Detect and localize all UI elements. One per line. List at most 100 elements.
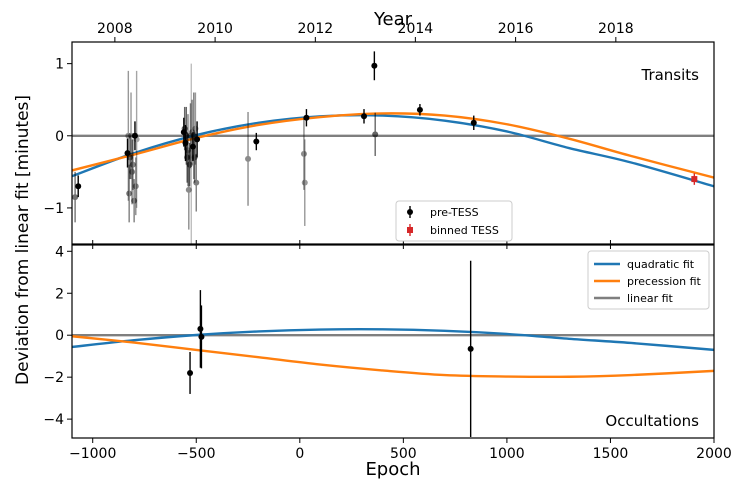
bot-y-tick-label: 2 [55,286,64,302]
pre-tess-point [303,109,310,127]
pre-tess-marker [131,132,138,139]
pre-tess-marker [129,168,136,175]
transits-panel: −1 0 1 2008 2010 2012 2014 2016 2018 Year Trans… [43,9,715,245]
epoch-tick-label: 0 [295,446,304,462]
top-quadratic-fit-curve [72,113,714,188]
pre-tess-marker [132,183,139,190]
epoch-tick-label: 1000 [489,446,525,462]
y-axis-label: Deviation from linear fit [minutes] [13,95,33,385]
tess-marker [691,176,698,183]
pre-tess-marker [470,119,477,126]
bot-y-tick-label: 0 [55,328,64,344]
occultation-marker [187,369,194,376]
occultations-fit-lines [72,328,714,379]
legend-pre-tess-label: pre-TESS [430,206,479,219]
transits-legend-box [395,200,513,242]
occultation-point [467,260,474,437]
top-y-tick-label: −1 [43,201,64,217]
tess-point [691,173,698,185]
pre-tess-marker [193,179,200,186]
pre-tess-marker [303,114,310,121]
pre-tess-point [245,111,252,206]
legend-pre-tess-dot [407,209,413,215]
transits-points [72,51,698,244]
occultation-point [198,305,205,369]
year-tick-label: 2016 [498,21,534,37]
top-y-tick-label: 1 [55,57,64,73]
occultation-marker [198,333,205,340]
pre-tess-point [371,51,378,81]
occultation-marker [197,325,204,332]
transits-panel-title: Transits [640,66,699,84]
occultation-point [187,351,194,394]
occultations-points [187,260,474,437]
x-axis-label: Epoch [365,459,420,480]
top-precession-fit-curve [72,112,714,179]
top-y-tick-label: 0 [55,129,64,145]
pre-tess-point [416,104,423,116]
legend-linear-label: linear fit [627,292,674,305]
transits-fit-lines [72,112,714,188]
bot-precession-fit-curve [72,335,714,379]
year-tick-label: 2010 [197,21,233,37]
pre-tess-marker [185,186,192,193]
fits-legend-box [587,250,710,310]
pre-tess-marker [126,190,133,197]
epoch-tick-label: −500 [177,446,215,462]
legend-quadratic-label: quadratic fit [627,258,695,271]
legend-precession-label: precession fit [627,275,701,288]
occultations-panel-title: Occultations [605,412,699,430]
pre-tess-point [131,121,138,151]
pre-tess-marker [131,197,138,204]
pre-tess-point [361,109,368,124]
pre-tess-marker [416,106,423,113]
pre-tess-point [194,121,201,158]
legend-tess-square [407,227,413,233]
bot-y-tick-label: 4 [55,244,64,260]
year-axis-label: Year [373,9,413,30]
occultation-marker [467,345,474,352]
pre-tess-marker [372,131,379,138]
pre-tess-point [132,157,139,216]
pre-tess-point [72,171,79,223]
pre-tess-point [126,164,133,223]
pre-tess-marker [72,194,79,201]
pre-tess-point [300,117,307,190]
pre-tess-point [253,132,260,151]
bot-y-tick-label: −2 [43,370,64,386]
pre-tess-point [193,153,200,212]
occultations-y-ticks: −4 −2 0 2 4 [43,244,72,428]
pre-tess-point [129,139,136,190]
pre-tess-marker [361,113,368,120]
epoch-tick-label: 500 [390,446,417,462]
pre-tess-marker [300,150,307,157]
pre-tess-point [372,112,379,156]
epoch-tick-label: 2000 [696,446,732,462]
year-tick-label: 2008 [97,21,133,37]
occultation-point [197,290,204,368]
pre-tess-point [133,70,140,208]
transits-legend: pre-TESS binned TESS [395,200,513,242]
transits-frame [71,41,715,245]
pre-tess-marker [75,183,82,190]
pre-tess-marker [245,155,252,162]
occultations-frame [71,244,715,439]
pre-tess-point [75,175,82,198]
pre-tess-point [131,179,138,223]
pre-tess-marker [301,179,308,186]
occultations-panel: −4 −2 0 2 4 −1000 −500 0 500 1000 1500 2000 Occult… [43,244,731,480]
bot-y-tick-label: −4 [43,412,64,428]
transits-x-tick-marks [92,240,715,244]
pre-tess-marker [194,136,201,143]
epoch-tick-label: −1000 [69,446,116,462]
year-tick-label: 2012 [298,21,334,37]
bot-quadratic-fit-curve [72,328,714,352]
year-tick-label: 2014 [398,21,434,37]
fits-legend: quadratic fit precession fit linear fit [587,250,710,310]
pre-tess-point [470,115,477,131]
epoch-axis-ticks: −1000 −500 0 500 1000 1500 2000 [69,245,732,462]
pre-tess-marker [253,138,260,145]
pre-tess-point [301,139,308,226]
pre-tess-marker [371,62,378,69]
